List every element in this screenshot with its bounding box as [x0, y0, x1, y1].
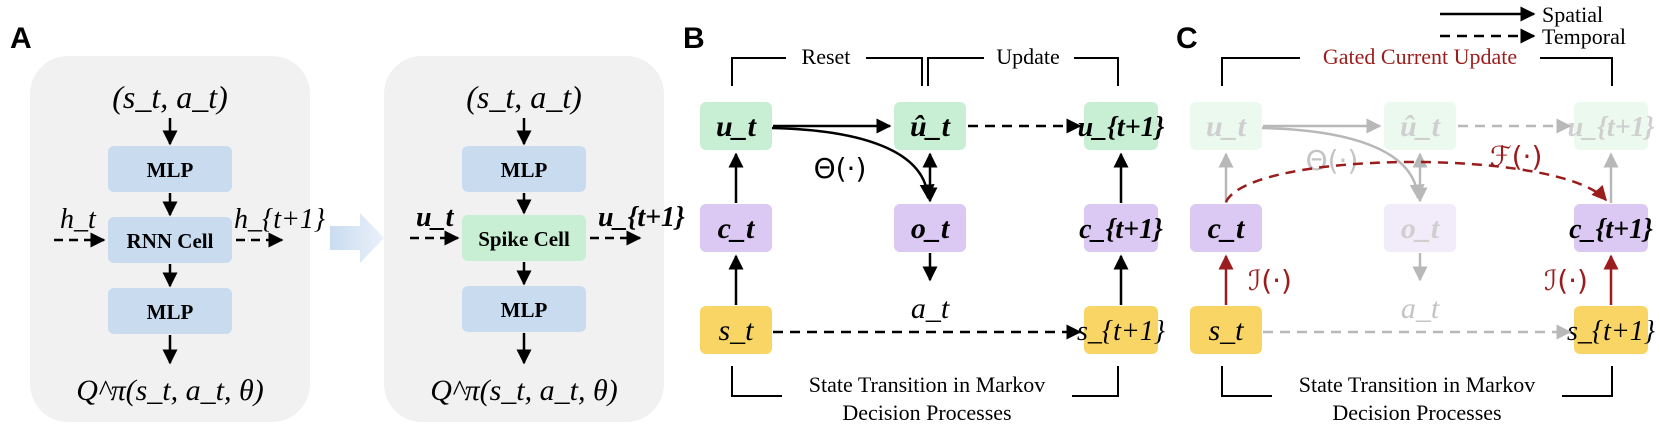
rnn-cell [108, 217, 232, 263]
rnn-mlp-bottom [108, 288, 232, 334]
legend-temporal-label: Temporal [1542, 24, 1626, 49]
spike-state-in-label: u_t [416, 202, 455, 233]
c-caption-line1: State Transition in Markov [1299, 372, 1536, 397]
c-c-t-node [1190, 204, 1262, 252]
c-s-t1-node [1574, 306, 1648, 354]
c-c-t1-label: c_{t+1} [1569, 214, 1653, 245]
rnn-state-in-label: h_t [60, 204, 97, 235]
update-label: Update [996, 44, 1060, 69]
spike-cell [462, 215, 586, 261]
c-u-t-label: u_t [1206, 110, 1248, 143]
c-caption-line2: Decision Processes [1332, 400, 1501, 425]
b-o-t-label: o_t [911, 212, 951, 245]
c-gated-bg [1300, 44, 1540, 70]
c-c-t1-node [1574, 204, 1648, 252]
rnn-mlp-top [108, 146, 232, 192]
c-i-right-label: ℐ(·) [1544, 264, 1588, 297]
b-s-t-node [700, 306, 772, 354]
b-u-t-label: u_t [716, 110, 758, 143]
b-caption-bg [782, 368, 1072, 402]
b-u-t-node [700, 102, 772, 150]
b-c-t1-node [1084, 204, 1158, 252]
rnn-mlp-top-label: MLP [147, 158, 194, 182]
c-a-t-label: a_t [1401, 292, 1440, 325]
spike-cell-label: Spike Cell [478, 227, 570, 251]
update-label-bg [984, 44, 1074, 70]
spike-state-out-label: u_{t+1} [598, 202, 685, 233]
spike-mlp-top-label: MLP [501, 158, 548, 182]
spike-mlp-bottom-label: MLP [501, 298, 548, 322]
panel-label-b: B [683, 22, 705, 55]
b-u-t1-label: u_{t+1} [1078, 112, 1165, 143]
transition-arrow [330, 213, 384, 263]
c-f-label: ℱ(·) [1490, 140, 1543, 173]
c-u-t-node [1190, 102, 1262, 150]
c-s-t-label: s_t [1208, 314, 1244, 347]
b-theta-label: Θ(·) [814, 152, 867, 185]
c-o-t-node [1384, 204, 1456, 252]
c-c-t-label: c_t [1208, 212, 1246, 245]
b-a-t-label: a_t [911, 292, 950, 325]
spike-mlp-bottom [462, 286, 586, 332]
c-gated-label: Gated Current Update [1323, 44, 1517, 69]
b-c-t1-label: c_{t+1} [1079, 214, 1163, 245]
b-u-hat-label: û_t [910, 110, 952, 143]
b-c-t-node [700, 204, 772, 252]
c-u-hat-label: û_t [1400, 110, 1442, 143]
c-s-t-node [1190, 306, 1262, 354]
rnn-cell-label: RNN Cell [127, 229, 214, 253]
b-c-t-label: c_t [718, 212, 756, 245]
rnn-mlp-bottom-label: MLP [147, 300, 194, 324]
b-u-hat-node [894, 102, 966, 150]
b-s-t1-node [1084, 306, 1158, 354]
c-s-t1-label: s_{t+1} [1567, 316, 1655, 347]
spike-input-label: (s_t, a_t) [466, 79, 582, 115]
b-s-t1-label: s_{t+1} [1077, 316, 1165, 347]
legend-spatial-label: Spatial [1542, 2, 1603, 27]
b-u-t1-node [1084, 102, 1158, 150]
panel-label-a: A [10, 22, 32, 55]
c-caption-bg [1272, 368, 1562, 402]
reset-label: Reset [802, 44, 851, 69]
panel-label-c: C [1176, 22, 1198, 55]
rnn-state-out-label: h_{t+1} [234, 204, 325, 235]
c-faded-group: u_t û_t u_{t+1} o_t [1190, 102, 1655, 252]
c-theta-label: Θ(·) [1306, 144, 1359, 177]
reset-label-bg [786, 44, 866, 70]
b-caption-line1: State Transition in Markov [809, 372, 1046, 397]
c-u-hat-node [1384, 102, 1456, 150]
b-caption-line2: Decision Processes [842, 400, 1011, 425]
b-o-t-node [894, 204, 966, 252]
c-u-t1-node [1574, 102, 1648, 150]
spike-mlp-top [462, 146, 586, 192]
rnn-output-label: Q^π(s_t, a_t, θ) [76, 374, 263, 407]
spike-output-label: Q^π(s_t, a_t, θ) [430, 374, 617, 407]
c-u-t1-label: u_{t+1} [1568, 112, 1655, 143]
c-i-left-label: ℐ(·) [1248, 264, 1292, 297]
rnn-input-label: (s_t, a_t) [112, 79, 228, 115]
c-o-t-label: o_t [1401, 212, 1441, 245]
b-s-t-label: s_t [718, 314, 754, 347]
c-arrow-f-curve-red [1224, 160, 1607, 203]
